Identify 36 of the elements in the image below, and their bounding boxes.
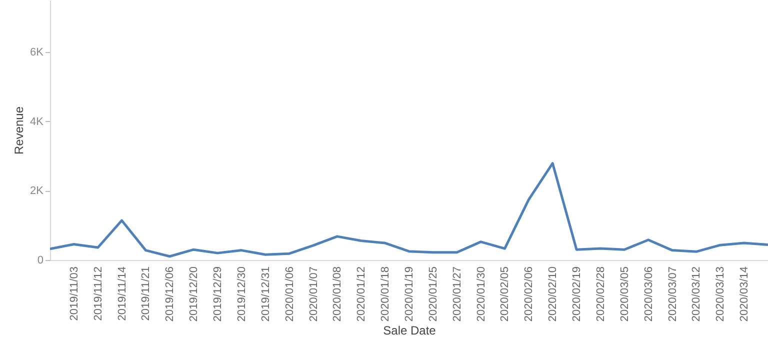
- y-axis-title: Revenue: [12, 106, 26, 155]
- x-tick-label: 2020/01/25: [427, 266, 440, 322]
- x-tick-label: 2020/01/06: [284, 266, 296, 322]
- x-tick-label: 2020/02/10: [547, 266, 560, 322]
- x-tick-label: 2020/01/19: [404, 266, 416, 322]
- x-tick-label: 2020/01/08: [332, 266, 344, 322]
- x-tick-label: 2020/02/05: [499, 266, 512, 322]
- y-tick-label: 6K: [30, 46, 44, 58]
- x-tick-label: 2020/03/12: [690, 266, 703, 322]
- x-tick-label: 2020/03/14: [738, 266, 751, 322]
- line-series: [50, 162, 768, 258]
- x-tick-label: 2019/11/14: [116, 266, 128, 321]
- x-tick-label: 2020/02/19: [571, 266, 584, 322]
- y-tick-label: 0: [37, 254, 44, 266]
- x-tick-label: 2020/01/07: [308, 266, 320, 322]
- x-tick-label: 2019/11/12: [92, 266, 104, 321]
- x-tick-label: 2020/02/28: [594, 266, 607, 322]
- x-tick-label: 2019/12/20: [188, 266, 200, 322]
- x-tick-label: 2020/03/07: [666, 266, 679, 322]
- x-tick-label: 2019/11/21: [140, 266, 152, 321]
- x-tick-label: 2020/01/18: [380, 266, 392, 322]
- x-tick-label: 2020/02/06: [523, 266, 536, 322]
- y-tick-label: 4K: [30, 116, 44, 128]
- x-tick-label: 2020/01/12: [356, 266, 368, 322]
- x-tick-label: 2019/12/31: [260, 266, 272, 322]
- x-tick-label: 2020/01/30: [475, 266, 488, 322]
- y-tick-label: 2K: [30, 185, 44, 198]
- x-tick-label: 2020/03/06: [642, 266, 655, 322]
- x-tick-label: 2019/12/06: [164, 266, 176, 322]
- x-tick-label: 2020/03/13: [714, 266, 727, 322]
- x-axis-title: Sale Date: [383, 324, 436, 338]
- x-tick-label: 2020/03/05: [618, 266, 631, 322]
- x-tick-label: 2019/12/29: [212, 266, 224, 322]
- x-tick-label: 2020/01/27: [451, 266, 464, 322]
- x-tick-label: 2019/11/03: [68, 266, 80, 321]
- x-tick-label: 2019/12/30: [236, 266, 248, 322]
